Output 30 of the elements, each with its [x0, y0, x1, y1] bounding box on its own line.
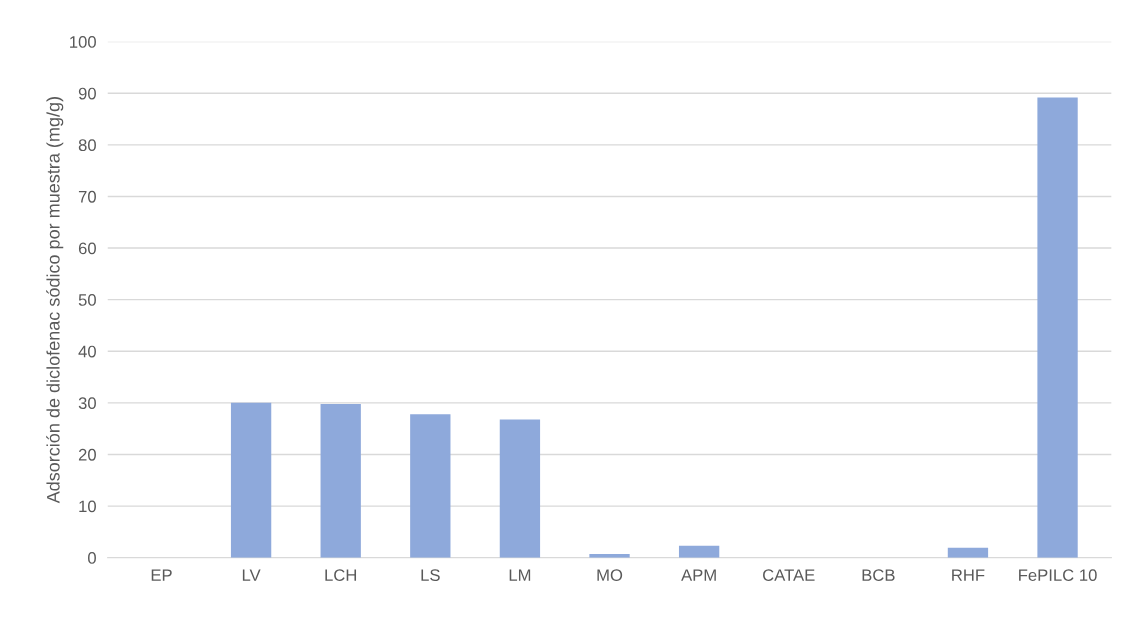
y-tick-label: 80	[78, 139, 96, 152]
x-tick-label: CATAE	[763, 569, 815, 582]
x-tick-label: FePILC 10	[1019, 569, 1097, 582]
y-axis-title: Adsorción de diclofenac sódico por muestra (mg/g)	[46, 97, 64, 504]
y-tick-label: 70	[78, 190, 96, 203]
bar	[320, 403, 361, 558]
y-tick-label: 10	[79, 500, 96, 513]
x-tick-label: LCH	[325, 569, 357, 582]
bar	[678, 545, 720, 558]
bar	[499, 419, 541, 558]
bar	[947, 547, 989, 558]
bar	[230, 402, 272, 558]
y-tick-label: 100	[70, 36, 96, 48]
y-tick-label: 40	[78, 345, 96, 358]
y-tick-label: 20	[78, 448, 96, 461]
x-tick-label: EP	[151, 569, 172, 581]
x-tick-label: LS	[421, 569, 440, 582]
x-tick-label: MO	[597, 569, 623, 582]
y-tick-label: 0	[88, 552, 96, 564]
y-tick-label: 90	[78, 87, 96, 100]
x-tick-label: APM	[681, 569, 716, 581]
x-tick-label: RHF	[952, 569, 985, 581]
x-tick-label: LM	[509, 569, 531, 581]
bar	[1037, 97, 1078, 558]
x-tick-label: LV	[242, 569, 261, 581]
y-tick-label: 30	[78, 397, 96, 410]
bar	[410, 414, 451, 558]
y-tick-label: 60	[78, 242, 96, 255]
y-tick-label: 50	[78, 294, 96, 306]
x-tick-label: BCB	[862, 569, 895, 582]
